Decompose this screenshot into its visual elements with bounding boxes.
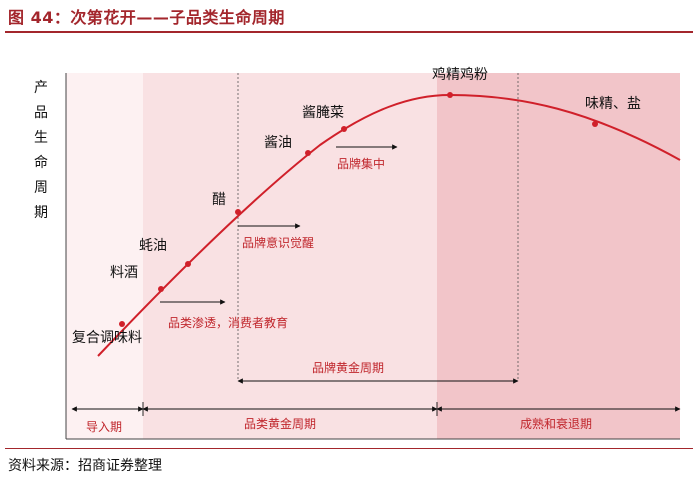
curve-point-label: 料酒 bbox=[110, 265, 138, 281]
curve-point-label: 鸡精鸡粉 bbox=[432, 66, 488, 83]
curve-point-marker bbox=[119, 321, 125, 327]
curve-point-marker bbox=[592, 121, 598, 127]
curve-point-label: 醋 bbox=[212, 192, 226, 208]
curve-point-label: 味精、盐 bbox=[585, 96, 641, 112]
curve-point-marker bbox=[447, 92, 453, 98]
label-brand-golden: 品牌黄金周期 bbox=[312, 360, 384, 375]
stage-golden-label: 品类黄金周期 bbox=[244, 416, 316, 431]
y-axis-label: 产品生命周期 bbox=[34, 80, 48, 221]
label-awareness: 品牌意识觉醒 bbox=[242, 235, 314, 250]
curve-point-marker bbox=[341, 126, 347, 132]
curve-point-marker bbox=[235, 209, 241, 215]
zone-golden bbox=[143, 73, 437, 439]
title-rule bbox=[5, 31, 693, 33]
stage-intro-label: 导入期 bbox=[86, 420, 122, 434]
curve-point-label: 酱腌菜 bbox=[302, 105, 344, 121]
curve-point-marker bbox=[305, 150, 311, 156]
label-penetration: 品类渗透，消费者教育 bbox=[168, 315, 288, 330]
source-note: 资料来源：招商证券整理 bbox=[8, 458, 162, 474]
curve-point-marker bbox=[158, 286, 164, 292]
curve-point-marker bbox=[185, 261, 191, 267]
curve-point-label: 酱油 bbox=[264, 135, 292, 151]
figure-title: 图 44：次第花开——子品类生命周期 bbox=[8, 8, 285, 27]
label-concentration: 品牌集中 bbox=[337, 156, 385, 171]
zone-intro bbox=[66, 73, 143, 439]
lifecycle-curve bbox=[97, 93, 681, 357]
curve-point-label: 复合调味料 bbox=[72, 329, 142, 346]
bottom-rule bbox=[5, 448, 693, 449]
curve-point-label: 蚝油 bbox=[139, 238, 167, 254]
zone-mature bbox=[437, 73, 680, 439]
stage-mature-label: 成熟和衰退期 bbox=[520, 416, 592, 431]
